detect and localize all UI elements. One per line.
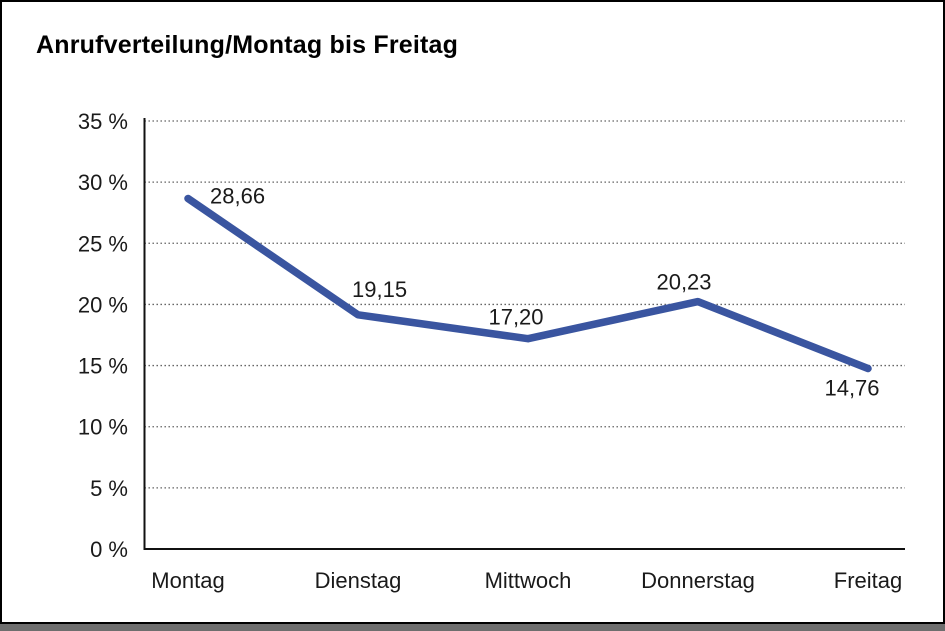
data-label: 28,66 <box>210 184 265 209</box>
y-tick-label: 10 % <box>78 415 128 440</box>
bottom-shadow <box>0 624 945 631</box>
x-category-label: Dienstag <box>315 568 402 593</box>
data-label: 19,15 <box>352 277 407 302</box>
y-tick-label: 30 % <box>78 170 128 195</box>
y-tick-label: 0 % <box>90 537 128 562</box>
x-category-label: Freitag <box>834 568 902 593</box>
x-category-label: Donnerstag <box>641 568 755 593</box>
chart-title: Anrufverteilung/Montag bis Freitag <box>36 31 459 59</box>
x-category-label: Montag <box>151 568 224 593</box>
data-label: 14,76 <box>824 376 879 401</box>
y-tick-label: 20 % <box>78 292 128 317</box>
data-series-line <box>184 194 872 373</box>
x-category-label: Mittwoch <box>485 568 572 593</box>
y-tick-label: 15 % <box>78 354 128 379</box>
y-tick-label: 25 % <box>78 231 128 256</box>
y-tick-label: 35 % <box>78 109 128 134</box>
y-tick-label: 5 % <box>90 476 128 501</box>
data-label: 20,23 <box>656 270 711 295</box>
data-label: 17,20 <box>488 305 543 330</box>
